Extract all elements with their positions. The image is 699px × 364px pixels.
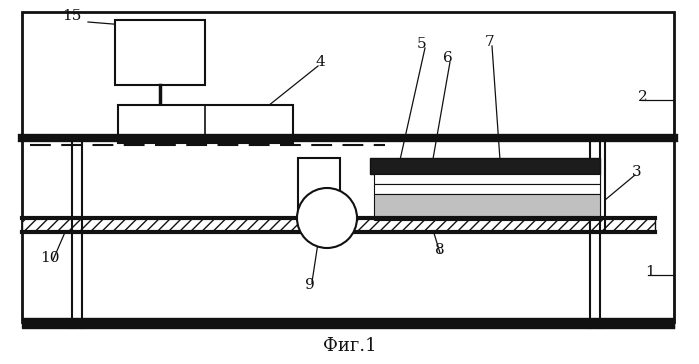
Bar	[374, 194, 600, 220]
Text: 9: 9	[305, 278, 315, 292]
Bar	[118, 105, 293, 143]
Circle shape	[297, 188, 357, 248]
Bar	[22, 218, 655, 232]
Text: 1: 1	[645, 265, 655, 279]
Text: 2: 2	[638, 90, 648, 104]
Bar	[370, 158, 600, 174]
Bar	[298, 158, 340, 218]
Text: Фиг.1: Фиг.1	[323, 337, 376, 355]
Text: 4: 4	[315, 55, 325, 69]
Text: 7: 7	[485, 35, 495, 49]
Text: 6: 6	[443, 51, 453, 65]
Text: 3: 3	[632, 165, 642, 179]
Bar	[22, 318, 674, 328]
Text: 8: 8	[435, 243, 445, 257]
Bar	[115, 20, 205, 85]
Bar	[374, 174, 600, 184]
Text: 10: 10	[41, 251, 59, 265]
Bar	[22, 12, 674, 322]
Text: 15: 15	[62, 9, 82, 23]
Text: 5: 5	[417, 37, 427, 51]
Bar	[374, 184, 600, 194]
